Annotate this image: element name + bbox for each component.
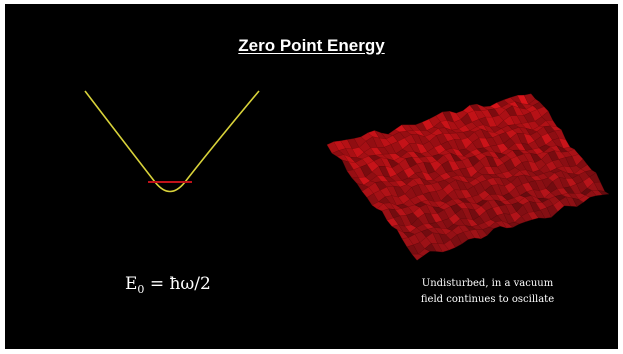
caption: Undisturbed, in a vacuum field continues… bbox=[400, 276, 575, 308]
presentation-slide: Zero Point Energy E0 = ħω/2 Undisturbed,… bbox=[5, 4, 618, 349]
caption-line-2: field continues to oscillate bbox=[420, 294, 555, 305]
vacuum-field-surface bbox=[326, 93, 610, 261]
formula-symbol: E bbox=[125, 274, 138, 294]
surface-patch bbox=[597, 190, 610, 195]
parabola-curve bbox=[84, 90, 260, 193]
zero-point-energy-formula: E0 = ħω/2 bbox=[125, 274, 265, 296]
formula-rhs: = ħω/2 bbox=[144, 274, 211, 294]
formula-subscript: 0 bbox=[137, 283, 145, 296]
slide-title: Zero Point Energy bbox=[238, 36, 385, 55]
potential-well-diagram bbox=[84, 90, 260, 193]
caption-line-1: Undisturbed, in a vacuum bbox=[421, 278, 554, 289]
